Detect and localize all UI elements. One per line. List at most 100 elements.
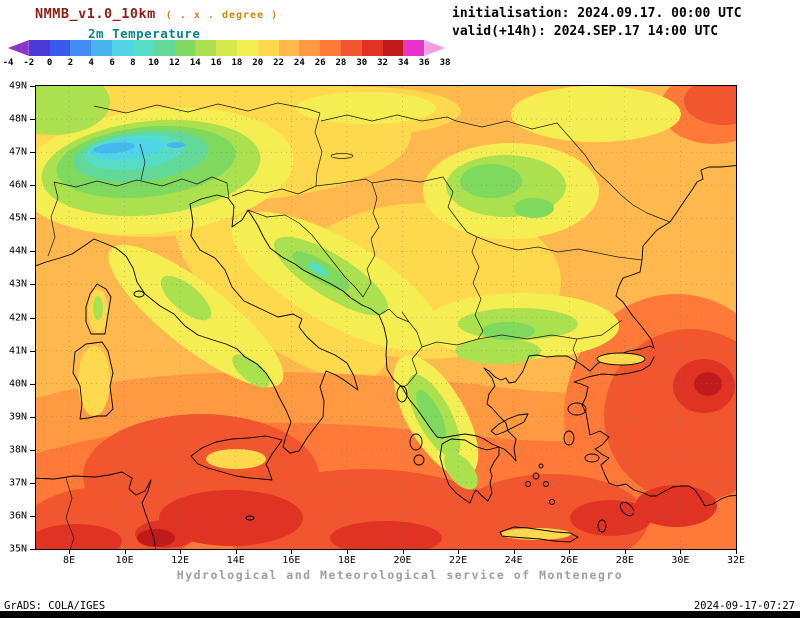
lat-tick bbox=[30, 152, 35, 154]
colorbar-cell bbox=[112, 40, 133, 56]
sardinia bbox=[72, 341, 114, 420]
peloponnese-coast bbox=[439, 438, 500, 504]
colorbar-tick-label: 22 bbox=[273, 58, 284, 68]
lake-balaton bbox=[330, 153, 354, 159]
anatolia-coast bbox=[573, 381, 743, 507]
lon-tick-label: 12E bbox=[171, 555, 190, 566]
header-left: NMMB_v1.0_10km ( . x . degree ) bbox=[35, 6, 278, 22]
colorbar-cells bbox=[8, 40, 446, 56]
lat-tick bbox=[30, 383, 35, 385]
lon-tick bbox=[402, 550, 404, 554]
lon-tick-label: 20E bbox=[393, 555, 412, 566]
colorbar-tick-label: 32 bbox=[377, 58, 388, 68]
elba bbox=[133, 290, 145, 298]
graticule bbox=[36, 86, 736, 549]
lon-tick-label: 14E bbox=[226, 555, 245, 566]
lon-tick-label: 32E bbox=[726, 555, 746, 566]
colorbar-tick-label: 24 bbox=[293, 58, 305, 68]
lon-tick bbox=[346, 550, 348, 554]
temperature-map bbox=[0, 66, 788, 583]
lon-tick-label: 24E bbox=[504, 555, 523, 566]
marmara-sea bbox=[596, 352, 646, 366]
colorbar-cell bbox=[382, 40, 404, 56]
lon-tick bbox=[569, 550, 571, 554]
colorbar-tick-label: 36 bbox=[418, 58, 430, 68]
lon-tick-label: 22E bbox=[449, 555, 468, 566]
colorbar-cell bbox=[70, 40, 92, 56]
lon-tick bbox=[458, 550, 460, 554]
lat-tick bbox=[30, 515, 35, 517]
colorbar-cell bbox=[195, 40, 217, 56]
colorbar-cell bbox=[132, 40, 154, 56]
colorbar-tick-label: 30 bbox=[356, 58, 368, 68]
colorbar-tick-label: 18 bbox=[231, 58, 243, 68]
initialisation-line: initialisation: 2024.09.17. 00:00 UTC bbox=[452, 6, 742, 21]
lon-tick bbox=[736, 550, 737, 554]
lon-tick-label: 28E bbox=[615, 555, 634, 566]
lon-tick-label: 16E bbox=[282, 555, 301, 566]
lat-tick-label: 43N bbox=[8, 278, 27, 290]
colorbar-tick-label: 6 bbox=[109, 58, 115, 68]
colorbar-cell bbox=[153, 40, 175, 56]
variable-label: 2m Temperature bbox=[88, 26, 201, 41]
lat-tick-label: 42N bbox=[8, 312, 27, 323]
valid-time-line: valid(+14h): 2024.SEP.17 14:00 UTC bbox=[452, 24, 719, 39]
colorbar-cell bbox=[278, 40, 300, 56]
colorbar-tick-label: 0 bbox=[46, 58, 53, 68]
colorbar-cell bbox=[216, 40, 237, 56]
longitude-axis: 8E 10E 12E 14E 16E 18E 20E 22E 24E 26E 28E 30E 32E bbox=[35, 550, 745, 568]
lat-tick bbox=[30, 482, 35, 484]
colorbar-tick-label: 38 bbox=[439, 58, 451, 68]
marmara-south-coast bbox=[573, 356, 655, 383]
colorbar-tick-label: -2 bbox=[23, 58, 35, 68]
lat-tick bbox=[30, 449, 35, 451]
islands bbox=[72, 283, 635, 543]
lat-tick-label: 36N bbox=[8, 510, 27, 522]
colorbar-cell bbox=[91, 40, 113, 56]
lat-tick-label: 35N bbox=[8, 543, 27, 555]
lat-tick-label: 37N bbox=[8, 477, 27, 489]
chios bbox=[563, 430, 575, 446]
colorbar-cell bbox=[299, 40, 321, 56]
colorbar-tick-label: 14 bbox=[189, 58, 201, 68]
crete bbox=[499, 526, 579, 543]
service-credit-line: Hydrological and Meteorological service … bbox=[176, 568, 624, 582]
coastlines bbox=[29, 164, 743, 551]
karpathos bbox=[597, 519, 607, 533]
colorbar-tick-label: -4 bbox=[2, 58, 14, 68]
lat-tick bbox=[30, 185, 35, 187]
africa-coast bbox=[29, 471, 157, 551]
country-borders bbox=[47, 102, 671, 551]
colorbar-tick-label: 16 bbox=[210, 58, 222, 68]
colorbar-cell bbox=[320, 40, 341, 56]
colorbar-tick-label: 8 bbox=[130, 58, 136, 68]
lon-tick bbox=[180, 550, 182, 554]
samos bbox=[584, 453, 600, 463]
lon-tick-label: 8E bbox=[62, 555, 76, 566]
lon-tick bbox=[624, 550, 626, 554]
lat-tick bbox=[30, 549, 35, 550]
colorbar-cell bbox=[49, 40, 71, 56]
lat-tick-label: 48N bbox=[8, 113, 27, 125]
grads-credit: GrADS: COLA/IGES bbox=[4, 600, 106, 612]
cephalonia bbox=[409, 433, 423, 451]
lat-tick-label: 40N bbox=[8, 378, 27, 390]
generation-timestamp: 2024-09-17-07:27 bbox=[693, 600, 795, 612]
corsica bbox=[85, 283, 112, 335]
colorbar-cell bbox=[236, 40, 258, 56]
colorbar-cell bbox=[424, 40, 446, 56]
corfu bbox=[396, 385, 408, 403]
lat-tick bbox=[30, 119, 35, 121]
lon-tick-label: 26E bbox=[560, 555, 579, 566]
lat-tick-label: 45N bbox=[8, 212, 27, 224]
colorbar-tick-label: 4 bbox=[88, 58, 94, 68]
colorbar-cell bbox=[8, 40, 29, 56]
colorbar-tick-label: 28 bbox=[335, 58, 347, 68]
lat-tick bbox=[30, 251, 35, 253]
lon-tick bbox=[124, 550, 126, 554]
lat-tick bbox=[30, 284, 35, 286]
lon-tick bbox=[513, 550, 515, 554]
colorbar-cell bbox=[361, 40, 383, 56]
model-title: NMMB_v1.0_10km bbox=[35, 6, 156, 22]
lon-tick bbox=[291, 550, 293, 554]
